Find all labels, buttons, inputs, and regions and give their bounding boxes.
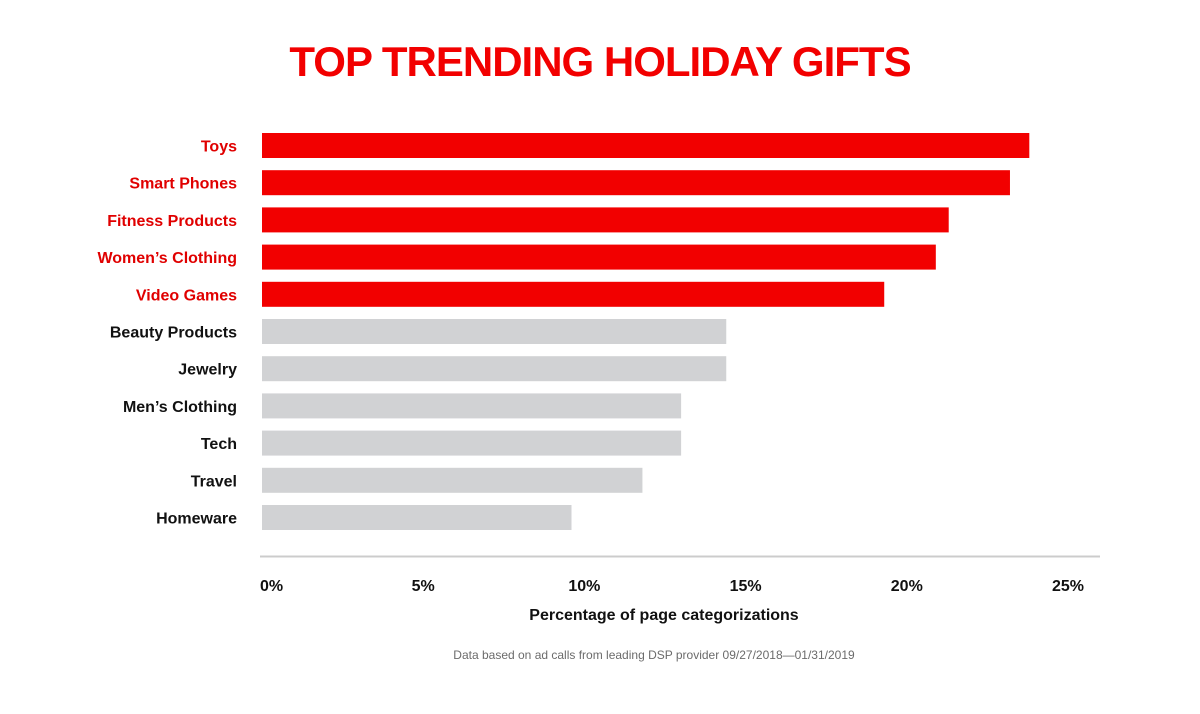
bar-jewelry — [262, 356, 727, 382]
category-label: Men’s Clothing — [123, 399, 237, 416]
x-tick-label: 0% — [260, 578, 283, 595]
x-tick-label: 10% — [568, 578, 600, 595]
category-label: Beauty Products — [110, 325, 237, 342]
category-label: Smart Phones — [129, 176, 237, 193]
bar-fitness-products — [262, 207, 949, 233]
category-labels-group: Toys Smart Phones Fitness Products Women’s … — [97, 139, 237, 528]
bar-women-s-clothing — [262, 244, 936, 270]
footnote: Data based on ad calls from leading DSP … — [453, 648, 855, 662]
x-tick-label: 15% — [730, 578, 762, 595]
bar-video-games — [262, 281, 885, 307]
bar-toys — [262, 133, 1030, 158]
category-label: Fitness Products — [107, 213, 237, 230]
bar-beauty-products — [262, 319, 727, 344]
category-label: Toys — [201, 139, 237, 156]
bars-group — [262, 133, 1030, 530]
bar-homeware — [262, 505, 572, 530]
category-label: Travel — [191, 473, 237, 490]
bar-smart-phones — [262, 170, 1010, 196]
category-label: Video Games — [136, 287, 237, 304]
x-tick-labels-group: 0% 5% 10% 15% 20% 25% — [260, 578, 1084, 595]
category-label: Tech — [201, 436, 237, 453]
x-tick-label: 5% — [412, 578, 435, 595]
bar-tech — [262, 430, 682, 456]
bar-men-s-clothing — [262, 393, 682, 419]
bar-travel — [262, 467, 643, 493]
category-label: Women’s Clothing — [97, 250, 237, 267]
x-tick-label: 20% — [891, 578, 923, 595]
chart-title: TOP TRENDING HOLIDAY GIFTS — [289, 38, 911, 85]
x-axis-label: Percentage of page categorizations — [529, 607, 799, 624]
category-label: Homeware — [156, 511, 237, 528]
x-tick-label: 25% — [1052, 578, 1084, 595]
category-label: Jewelry — [178, 362, 237, 379]
